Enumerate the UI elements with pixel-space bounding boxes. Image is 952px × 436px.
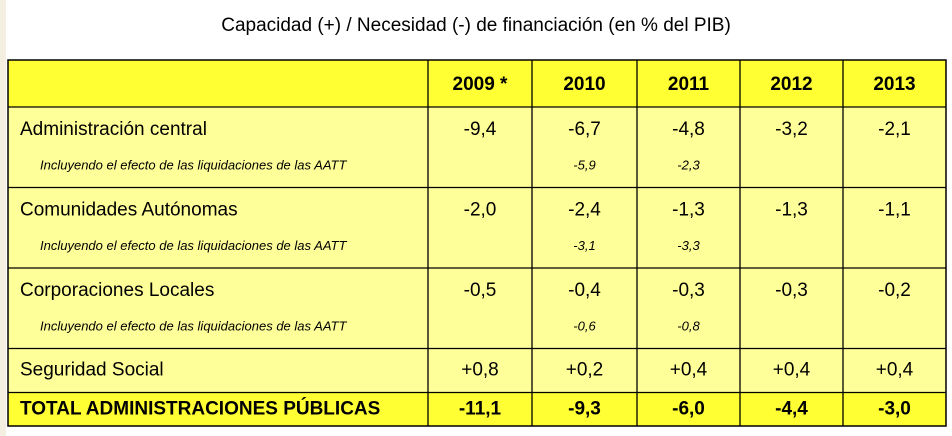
cell: -9,4 (464, 119, 497, 140)
note-cell: -3,3 (677, 238, 700, 253)
cell: -0,5 (464, 280, 497, 301)
total-cell: -11,1 (459, 398, 502, 419)
cell: +0,2 (566, 360, 604, 381)
header-cell: 2010 (563, 74, 605, 95)
cell: +0,4 (670, 360, 708, 381)
cell: +0,8 (461, 360, 499, 381)
cell: -0,3 (672, 280, 705, 301)
cell: -0,3 (775, 280, 808, 301)
cell: -2,0 (464, 200, 497, 221)
cell: +0,4 (876, 360, 914, 381)
edge (0, 0, 6, 436)
row-label: Seguridad Social (20, 360, 164, 381)
total-cell: -3,0 (878, 398, 911, 419)
note-cell: -0,8 (677, 318, 700, 333)
cell: -2,1 (878, 119, 911, 140)
cell: -1,3 (775, 200, 808, 221)
header-cell: 2009 * (453, 74, 509, 95)
note-cell: -5,9 (573, 157, 595, 172)
total-bg (8, 392, 946, 426)
cell: -0,2 (878, 280, 911, 301)
cell: -6,7 (568, 119, 601, 140)
title: Capacidad (+) / Necesidad (-) de financi… (221, 15, 731, 36)
row-label: Administración central (20, 119, 207, 140)
note-label: Incluyendo el efecto de las liquidacione… (40, 318, 347, 333)
cell: -4,8 (672, 119, 705, 140)
header-bg (8, 60, 946, 107)
table-border (7, 59, 947, 427)
note-label: Incluyendo el efecto de las liquidacione… (40, 157, 347, 172)
note-cell: -2,3 (677, 157, 700, 172)
note-cell: -0,6 (573, 318, 596, 333)
header-cell: 2013 (873, 74, 915, 95)
cell: -2,4 (568, 200, 601, 221)
header-cell: 2012 (770, 74, 812, 95)
note-cell: -3,1 (573, 238, 595, 253)
row-label: Corporaciones Locales (20, 280, 214, 301)
note-label: Incluyendo el efecto de las liquidacione… (40, 238, 347, 253)
cell: -1,1 (878, 200, 911, 221)
cell: -1,3 (672, 200, 705, 221)
cell: -3,2 (775, 119, 808, 140)
body-bg (8, 107, 946, 393)
total-cell: -6,0 (672, 398, 705, 419)
cell: +0,4 (773, 360, 811, 381)
cell: -0,4 (568, 280, 601, 301)
row-label: Comunidades Autónomas (20, 200, 238, 221)
header-cell: 2011 (668, 74, 710, 95)
total-cell: -9,3 (568, 398, 601, 419)
total-label: TOTAL ADMINISTRACIONES PÚBLICAS (20, 397, 380, 419)
total-cell: -4,4 (775, 398, 808, 419)
